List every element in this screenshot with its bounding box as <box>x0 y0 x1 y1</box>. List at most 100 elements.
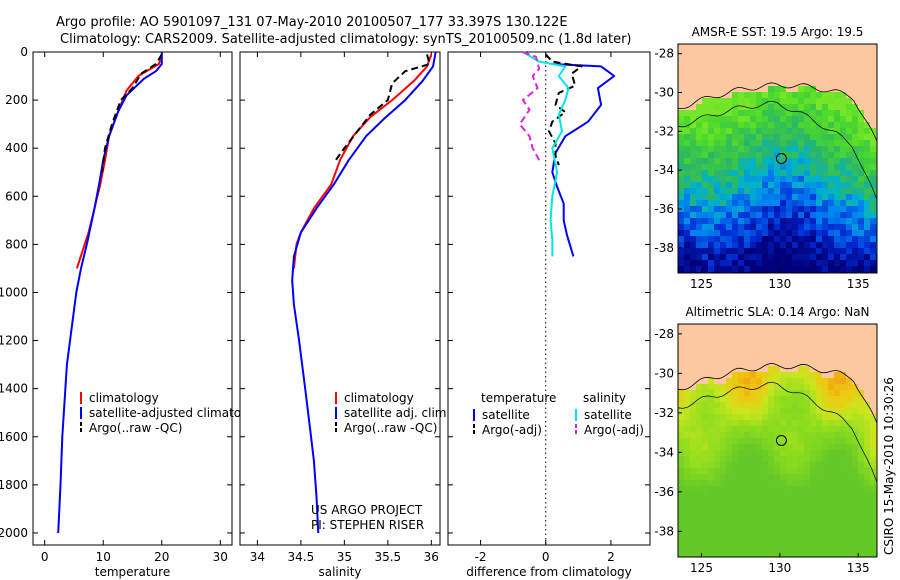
sla_map-cell <box>870 456 876 462</box>
sla_map-cell <box>858 522 864 528</box>
sst_map-cell <box>804 158 810 164</box>
sst_map-cell <box>690 122 696 128</box>
sst_map-cell <box>720 236 726 242</box>
sst_map-cell <box>780 116 786 122</box>
sst_map-cell <box>696 200 702 206</box>
sst_map-cell <box>840 92 846 98</box>
sst_map-cell <box>822 236 828 242</box>
sst_map-cell <box>816 134 822 140</box>
sst_map-cell <box>822 164 828 170</box>
sst_map-cell <box>846 146 852 152</box>
sst_map-cell <box>756 164 762 170</box>
sla_map-cell <box>738 510 744 516</box>
sst_map-cell <box>726 134 732 140</box>
sla_map-cell <box>696 438 702 444</box>
sla_map-cell <box>822 396 828 402</box>
sst_map-cell <box>780 242 786 248</box>
sla_map-cell <box>768 474 774 480</box>
sst_map-ytick-label: -32 <box>654 124 674 138</box>
sst_map-cell <box>810 176 816 182</box>
sla_map-cell <box>756 444 762 450</box>
sla_map-cell <box>852 402 858 408</box>
sst_map-cell <box>714 116 720 122</box>
sla_map-cell <box>768 462 774 468</box>
sst_map-cell <box>762 266 768 272</box>
sst_map-cell <box>864 230 870 236</box>
sst_map-cell <box>762 122 768 128</box>
sst_map-cell <box>810 254 816 260</box>
sst_map-cell <box>846 260 852 266</box>
sla_map-cell <box>786 504 792 510</box>
sla_map-cell <box>738 450 744 456</box>
sla_map-cell <box>804 474 810 480</box>
sla_map-cell <box>774 414 780 420</box>
sst_map-cell <box>714 134 720 140</box>
sla_map-cell <box>696 546 702 552</box>
sst_map-cell <box>762 206 768 212</box>
sst_map-cell <box>732 152 738 158</box>
sla_map-cell <box>708 528 714 534</box>
temperature-ytick-label: 2000 <box>0 526 28 540</box>
sst_map-cell <box>858 182 864 188</box>
sst_map-cell <box>726 158 732 164</box>
sst_map-cell <box>858 176 864 182</box>
sst_map-cell <box>708 248 714 254</box>
sst_map-cell <box>852 104 858 110</box>
sla_map-cell <box>840 390 846 396</box>
sla_map-cell <box>726 552 732 557</box>
sla_map-cell <box>780 420 786 426</box>
sla_map-cell <box>750 408 756 414</box>
sst_map-cell <box>816 266 822 272</box>
sla_map-cell <box>804 414 810 420</box>
sla_map-cell <box>846 456 852 462</box>
plots-layer: 0 10 20 30020040060080010001200140016001800… <box>0 25 878 579</box>
sla_map-cell <box>738 402 744 408</box>
sst_map-cell <box>792 140 798 146</box>
sla_map-cell <box>786 390 792 396</box>
sla_map-cell <box>828 540 834 546</box>
difference-series-argo-adj- <box>518 51 541 161</box>
sla_map-cell <box>678 432 684 438</box>
sla_map-cell <box>756 552 762 557</box>
sst_map-cell <box>858 236 864 242</box>
sla_map-cell <box>864 552 870 557</box>
sst_map-cell <box>852 170 858 176</box>
sla_map-cell <box>738 552 744 557</box>
sst_map-cell <box>750 140 756 146</box>
sla_map-cell <box>774 402 780 408</box>
sst_map-title: AMSR-E SST: 19.5 Argo: 19.5 <box>692 25 864 39</box>
sst_map-cell <box>864 212 870 218</box>
sla_map-cell <box>744 546 750 552</box>
sst_map-cell <box>840 182 846 188</box>
sst_map-cell <box>774 176 780 182</box>
sst_map-cell <box>792 104 798 110</box>
sla_map-cell <box>786 432 792 438</box>
sst_map-cell <box>786 92 792 98</box>
sst_map-cell <box>822 266 828 272</box>
sla_map-cell <box>750 384 756 390</box>
sla_map-cell <box>750 528 756 534</box>
sla_map-cell <box>810 528 816 534</box>
sst_map-cell <box>816 146 822 152</box>
sst_map-cell <box>804 260 810 266</box>
sla_map-cell <box>810 378 816 384</box>
sst_map-cell <box>744 140 750 146</box>
sst_map-cell <box>786 254 792 260</box>
sst_map-cell <box>810 218 816 224</box>
sla_map-cell <box>804 408 810 414</box>
sla_map-cell <box>786 456 792 462</box>
sla_map-cell <box>822 480 828 486</box>
sst_map-cell <box>678 110 684 116</box>
sst_map-cell <box>864 176 870 182</box>
sst_map-cell <box>756 242 762 248</box>
sst_map-cell <box>798 260 804 266</box>
sla_map-cell <box>774 510 780 516</box>
sla_map-cell <box>684 474 690 480</box>
sst_map-cell <box>780 128 786 134</box>
sla_map-cell <box>690 390 696 396</box>
sla_map-cell <box>762 450 768 456</box>
sla_map-cell <box>870 528 876 534</box>
sla_map-cell <box>702 468 708 474</box>
sla_map-cell <box>810 510 816 516</box>
sst_map-cell <box>774 206 780 212</box>
